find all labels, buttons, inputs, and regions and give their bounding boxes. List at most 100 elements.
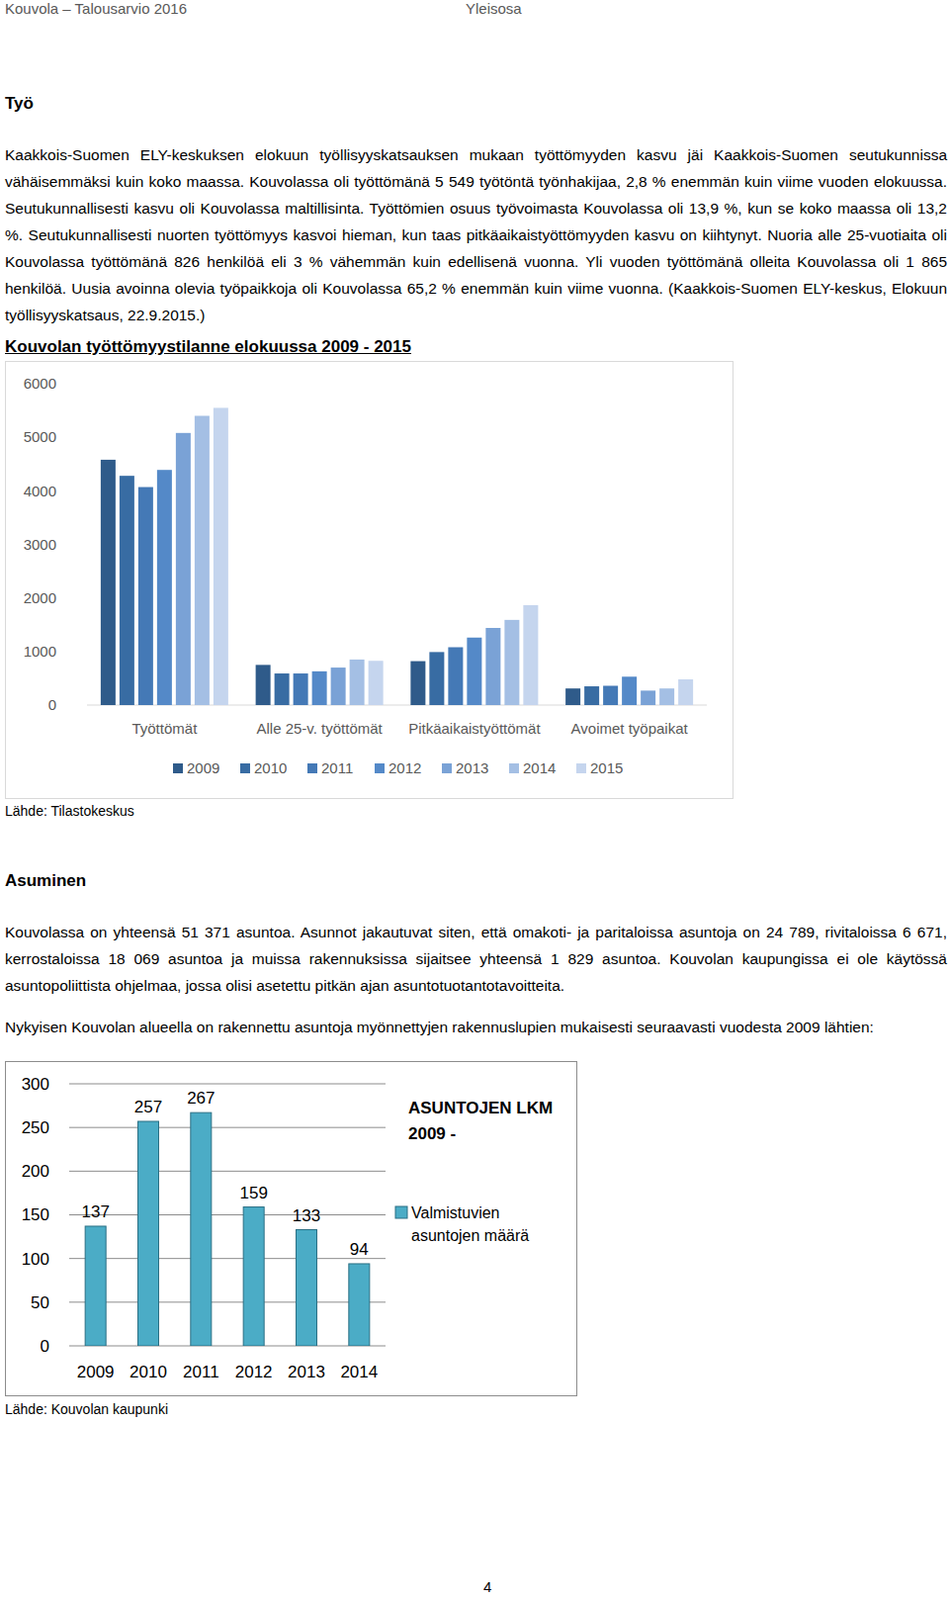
- legend-label: 2013: [455, 759, 489, 777]
- paragraph: Kaakkois-Suomen ELY-keskuksen elokuun ty…: [4, 141, 948, 329]
- bar: [349, 659, 365, 705]
- bars: [100, 407, 693, 705]
- bar: [100, 459, 116, 705]
- bar: [119, 475, 135, 705]
- y-tick-label: 5000: [23, 428, 57, 445]
- bar: [504, 619, 519, 705]
- grid-line: [69, 1345, 386, 1347]
- y-tick-label: 250: [21, 1118, 50, 1137]
- legend-swatch: [441, 763, 452, 774]
- page-number: 4: [483, 1577, 492, 1595]
- page-header: Kouvola – Talousarvio 2016Yleisosa: [4, 0, 948, 20]
- chart-title: Kouvolan työttömyystilanne elokuussa 200…: [4, 336, 948, 358]
- bar: [485, 627, 501, 705]
- x-tick-label: Alle 25-v. työttömät: [256, 719, 383, 737]
- data-label: 257: [134, 1097, 163, 1117]
- y-tick-label: 2000: [23, 589, 57, 606]
- bar: [293, 673, 309, 705]
- bars: [85, 1112, 370, 1346]
- header-title: Kouvola – Talousarvio 2016: [4, 0, 187, 17]
- paragraph: Kouvolassa on yhteensä 51 371 asuntoa. A…: [4, 918, 948, 999]
- title-line: ASUNTOJEN LKM: [408, 1098, 553, 1118]
- chart: 0100020003000400050006000TyöttömätAlle 2…: [4, 360, 734, 799]
- bar: [138, 487, 154, 705]
- bar: [659, 688, 675, 705]
- bar: [274, 673, 290, 705]
- bar: [621, 676, 637, 705]
- y-tick-label: 100: [21, 1249, 50, 1269]
- x-tick-label: 2012: [235, 1362, 273, 1381]
- page-body: Työ Kaakkois-Suomen ELY-keskuksen elokuun…: [4, 92, 948, 1419]
- legend-swatch: [307, 763, 318, 774]
- y-tick-label: 200: [21, 1161, 50, 1181]
- bar: [410, 661, 426, 705]
- legend-label: Valmistuvien asuntojen määrä: [411, 1204, 529, 1244]
- bar: [522, 604, 538, 705]
- legend-label: 2014: [522, 759, 556, 777]
- bar: [175, 432, 191, 705]
- x-tick-label: Työttömät: [131, 719, 198, 737]
- y-tick-label: 300: [21, 1074, 50, 1094]
- legend-label: 2010: [254, 759, 287, 777]
- legend-swatch: [509, 763, 519, 774]
- bar: [640, 690, 656, 705]
- bar: [429, 651, 444, 705]
- bar: [368, 660, 384, 705]
- legend-line: Valmistuvien: [411, 1204, 501, 1221]
- grid-line: [69, 1257, 386, 1259]
- grid-line: [69, 1170, 386, 1172]
- grid-line: [69, 1083, 386, 1085]
- bar: [584, 686, 600, 705]
- y-tick-label: 6000: [23, 374, 57, 392]
- data-label: 159: [239, 1183, 267, 1203]
- legend-label: 2011: [321, 759, 353, 777]
- legend-label: 2012: [388, 759, 422, 777]
- x-tick-label: 2014: [340, 1362, 378, 1381]
- data-label: 133: [292, 1206, 321, 1225]
- legend-swatch: [374, 763, 385, 774]
- grid-line: [69, 1213, 386, 1215]
- data-label: 267: [186, 1088, 215, 1108]
- bar: [213, 407, 229, 705]
- legend-label: 2009: [186, 759, 220, 777]
- x-tick-label: 2010: [129, 1362, 168, 1381]
- bar: [243, 1207, 264, 1346]
- y-tick-label: 150: [21, 1205, 50, 1224]
- bar: [256, 664, 271, 705]
- data-label: 137: [81, 1202, 109, 1221]
- section-heading: Työ: [4, 92, 948, 115]
- paragraph: Nykyisen Kouvolan alueella on rakennettu…: [4, 1013, 948, 1040]
- chart-source: Lähde: Kouvolan kaupunki: [4, 1398, 948, 1419]
- grid-line: [69, 1126, 386, 1128]
- bar: [312, 671, 328, 705]
- bar: [296, 1229, 318, 1346]
- y-tick-label: 50: [30, 1293, 50, 1312]
- chart-title: ASUNTOJEN LKM2009 -: [408, 1098, 553, 1143]
- bar: [138, 1121, 160, 1346]
- x-tick-label: Pitkäaikaistyöttömät: [408, 719, 541, 737]
- bar: [603, 686, 618, 706]
- legend-swatch: [240, 763, 251, 774]
- chart-frame: [5, 1061, 578, 1396]
- legend-swatch: [172, 763, 183, 774]
- y-tick-label: 1000: [23, 642, 57, 660]
- bar: [348, 1263, 370, 1346]
- bar: [194, 416, 210, 706]
- legend-swatch: [395, 1206, 408, 1218]
- bar: [447, 647, 463, 706]
- chart-frame: [5, 361, 734, 799]
- legend-line: asuntojen määrä: [411, 1226, 529, 1244]
- bar: [190, 1112, 212, 1346]
- y-tick-label: 4000: [23, 482, 57, 500]
- legend-swatch: [576, 763, 587, 774]
- bar: [157, 469, 173, 705]
- legend-label: 2015: [590, 759, 623, 777]
- y-tick-label: 3000: [23, 535, 57, 553]
- chart-source: Lähde: Tilastokeskus: [4, 800, 948, 821]
- y-tick-label: 0: [40, 1336, 50, 1356]
- bar: [331, 667, 346, 705]
- bar: [466, 637, 482, 705]
- data-label: 94: [349, 1239, 369, 1259]
- bar: [565, 688, 581, 705]
- x-tick-label: 2013: [287, 1362, 326, 1381]
